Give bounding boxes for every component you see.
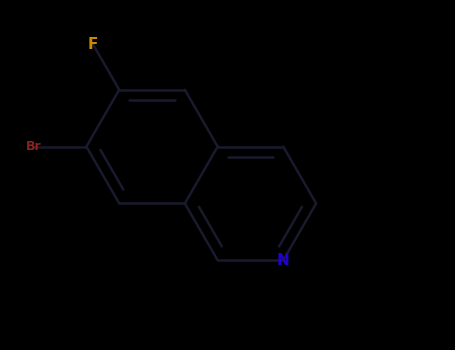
Text: N: N (277, 253, 290, 268)
Text: Br: Br (26, 140, 42, 153)
Text: F: F (88, 37, 98, 52)
